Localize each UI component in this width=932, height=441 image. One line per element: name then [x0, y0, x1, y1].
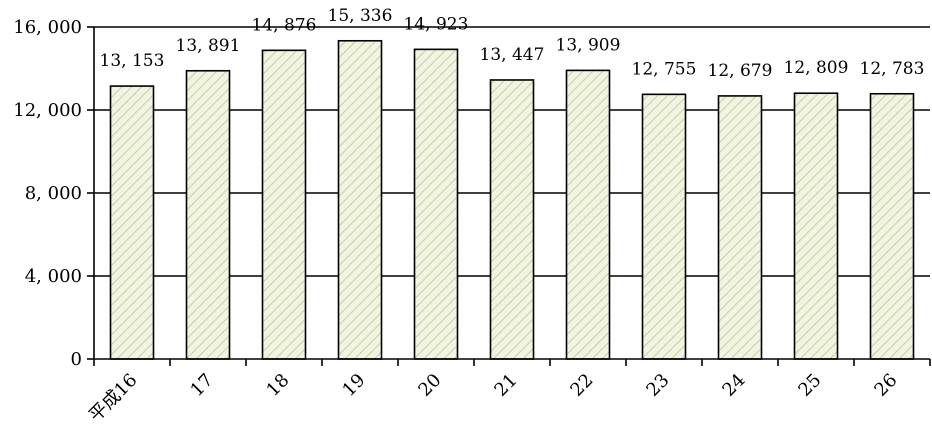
bar: [489, 79, 535, 360]
bar: [565, 69, 611, 360]
bar: [641, 93, 687, 360]
bars: [109, 39, 915, 360]
bar: [869, 92, 915, 360]
x-tick-label: 23: [642, 370, 673, 401]
y-tick-label: 8, 000: [25, 183, 82, 204]
axes: [87, 26, 931, 366]
x-tick-label: 平成16: [85, 370, 142, 427]
data-label: 13, 891: [176, 36, 241, 56]
bar: [793, 92, 839, 360]
bar: [717, 95, 763, 360]
x-tick-label: 20: [414, 370, 445, 401]
bar: [261, 49, 307, 360]
y-tick-label: 4, 000: [25, 266, 82, 287]
x-tick-label: 17: [186, 370, 217, 401]
x-tick-labels: 平成16 17 18 19 20 21 22 23 24 25 26: [85, 370, 902, 427]
x-tick-label: 24: [718, 370, 749, 401]
data-label: 14, 923: [404, 14, 469, 34]
data-label: 13, 153: [100, 51, 165, 71]
x-tick-label: 26: [870, 370, 901, 401]
data-label: 12, 783: [860, 59, 925, 79]
x-tick-label: 18: [262, 370, 293, 401]
data-label: 13, 447: [480, 45, 545, 65]
y-tick-label: 16, 000: [13, 17, 82, 38]
y-tick-label: 12, 000: [13, 100, 82, 121]
data-label: 14, 876: [252, 15, 317, 35]
data-labels: 13, 153 13, 891 14, 876 15, 336 14, 923 13, 4…: [100, 6, 925, 81]
y-tick-labels: 0 4, 000 8, 000 12, 000 16, 000: [13, 17, 82, 370]
bar: [185, 69, 231, 360]
x-tick-label: 25: [794, 370, 825, 401]
data-label: 12, 809: [784, 58, 849, 78]
bar: [109, 85, 155, 360]
data-label: 12, 679: [708, 61, 773, 81]
x-tick-label: 22: [566, 370, 597, 401]
bar: [337, 39, 383, 360]
x-tick-label: 21: [490, 370, 521, 401]
data-label: 15, 336: [328, 6, 393, 26]
data-label: 13, 909: [556, 35, 621, 55]
bar: [413, 48, 459, 360]
y-tick-label: 0: [71, 349, 82, 370]
x-tick-label: 19: [338, 370, 369, 401]
data-label: 12, 755: [632, 59, 697, 79]
